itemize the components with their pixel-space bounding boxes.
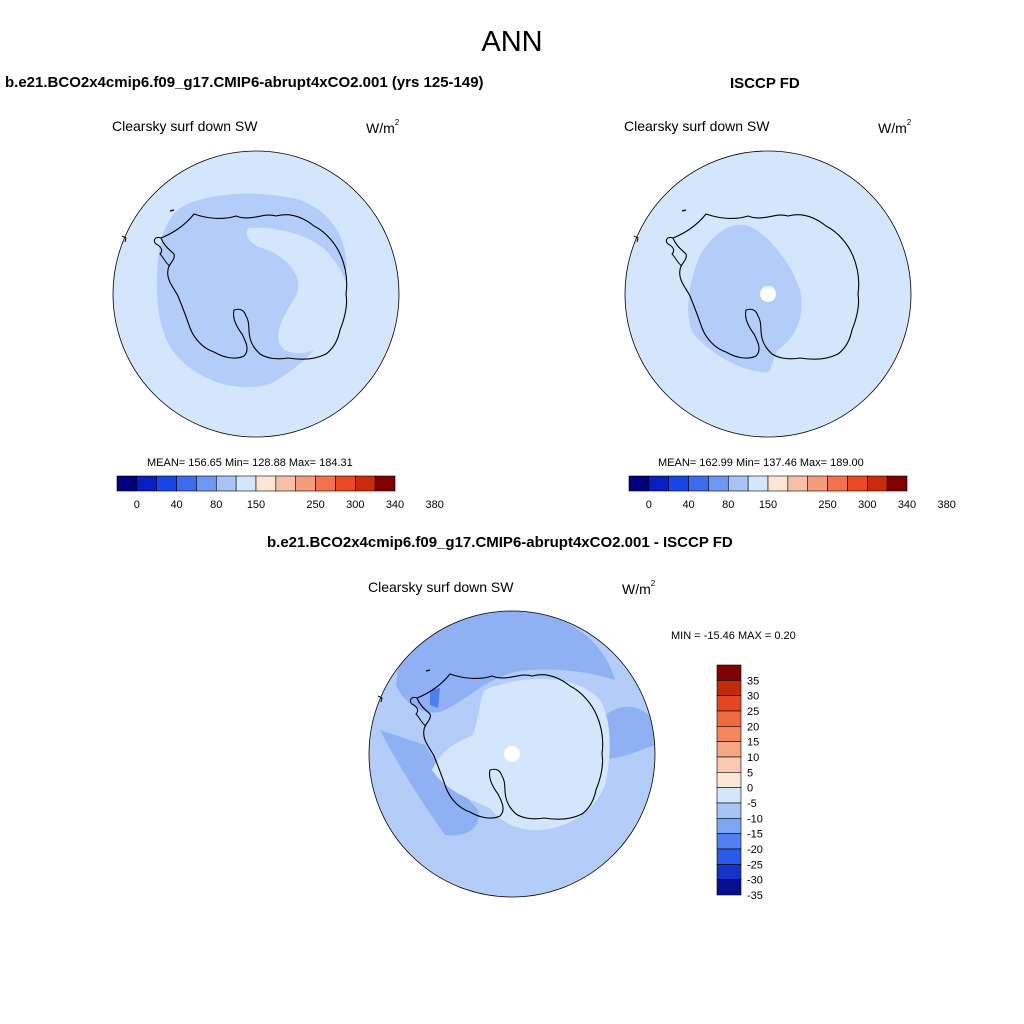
colorbar-1-tick-label: 0 [134, 499, 140, 511]
colorbar-1-swatch [255, 475, 277, 492]
panel-2-title: ISCCP FD [730, 75, 800, 92]
colorbar-2-tick-label: 0 [646, 499, 652, 511]
colorbar-3-swatch [716, 848, 742, 865]
colorbar-2-swatch [648, 475, 670, 492]
colorbar-1-tick-label: 40 [170, 499, 182, 511]
colorbar-3-tick-label: -20 [747, 844, 763, 856]
colorbar-3-tick-label: 5 [747, 767, 753, 779]
colorbar-2-swatch [688, 475, 709, 492]
colorbar-1-tick-label: 300 [346, 499, 364, 511]
colorbar-1-swatch [275, 475, 297, 492]
colorbar-2-swatch [787, 475, 809, 492]
colorbar-2-swatch [866, 475, 888, 492]
colorbar-3-tick-label: -10 [747, 813, 763, 825]
colorbar-3-swatch [716, 741, 742, 758]
colorbar-3-tick-label: 0 [747, 783, 753, 795]
colorbar-3-tick-label: 15 [747, 737, 759, 749]
panel-2-map [624, 150, 912, 438]
colorbar-3-swatch [716, 772, 742, 788]
colorbar-3-swatch [716, 787, 742, 804]
colorbar-1-tick-label: 380 [426, 499, 444, 511]
colorbar-3-tick-label: 30 [747, 691, 759, 703]
colorbar-3-swatch [716, 680, 742, 696]
panel-3-variable-label: Clearsky surf down SW [368, 579, 514, 595]
panel-2-units: W/m2 [878, 118, 912, 136]
colorbar-3-swatch [716, 833, 742, 850]
colorbar-3-tick-label: -15 [747, 829, 763, 841]
colorbar-1-swatch [335, 475, 356, 492]
colorbar-2-tick-label: 80 [722, 499, 734, 511]
colorbar-1-swatch [116, 475, 138, 492]
colorbar-2-swatch [628, 475, 650, 492]
panel-3-stats: MIN = -15.46 MAX = 0.20 [671, 630, 796, 642]
colorbar-2-swatch [727, 475, 749, 492]
panel-1-stats: MEAN= 156.65 Min= 128.88 Max= 184.31 [147, 457, 353, 469]
colorbar-1-swatch [196, 475, 217, 492]
colorbar-3-tick-label: 35 [747, 675, 759, 687]
colorbar-1-tick-label: 340 [386, 499, 404, 511]
colorbar-2-tick-label: 300 [858, 499, 876, 511]
colorbar-3-swatch [716, 802, 742, 819]
colorbar-1-tick-label: 150 [247, 499, 265, 511]
colorbar-3-swatch [716, 864, 742, 880]
panel-1-units: W/m2 [366, 118, 400, 136]
colorbar-3-tick-label: -5 [747, 798, 757, 810]
colorbar-1-swatch [295, 475, 316, 492]
colorbar-2-swatch [747, 475, 769, 492]
colorbar-2-swatch [807, 475, 828, 492]
colorbar-2-swatch [847, 475, 868, 492]
panel-2-colorbar: 0 40 80 150 250 300 340 380 [628, 475, 956, 511]
colorbar-2-swatch [767, 475, 789, 492]
colorbar-2-tick-label: 250 [818, 499, 836, 511]
colorbar-2-swatch [886, 475, 908, 492]
panel-1-colorbar: 0 40 80 150 250 300 340 380 [116, 475, 444, 511]
colorbar-3-tick-label: -25 [747, 859, 763, 871]
colorbar-2-tick-label: 40 [682, 499, 694, 511]
colorbar-3-tick-label: -35 [747, 890, 763, 902]
panel-3-title: b.e21.BCO2x4cmip6.f09_g17.CMIP6-abrupt4x… [267, 534, 733, 551]
panel-1-title: b.e21.BCO2x4cmip6.f09_g17.CMIP6-abrupt4x… [5, 74, 484, 91]
panel-3-map [368, 610, 656, 898]
colorbar-3-swatch [716, 664, 742, 681]
panel-2-stats: MEAN= 162.99 Min= 137.46 Max= 189.00 [658, 457, 864, 469]
colorbar-1-tick-label: 80 [210, 499, 222, 511]
colorbar-2-swatch [708, 475, 729, 492]
panel-1-map [112, 150, 400, 438]
panel-1-variable-label: Clearsky surf down SW [112, 118, 258, 134]
colorbar-2-swatch [668, 475, 689, 492]
colorbar-2-tick-label: 150 [759, 499, 777, 511]
colorbar-1-swatch [354, 475, 376, 492]
colorbar-3-swatch [716, 710, 742, 727]
colorbar-3-swatch [716, 695, 742, 712]
colorbar-3-swatch [716, 879, 742, 896]
colorbar-1-swatch [156, 475, 177, 492]
colorbar-1-swatch [374, 475, 396, 492]
colorbar-3-tick-label: 25 [747, 706, 759, 718]
colorbar-2-swatch [827, 475, 848, 492]
colorbar-3-tick-label: 20 [747, 721, 759, 733]
colorbar-1-tick-label: 250 [306, 499, 324, 511]
colorbar-3-swatch [716, 818, 742, 834]
colorbar-3-tick-label: 10 [747, 752, 759, 764]
colorbar-3-swatch [716, 726, 742, 742]
colorbar-1-swatch [315, 475, 336, 492]
panel-3-colorbar: 35 30 25 20 15 10 5 0 -5 -10 -15 -20 -25 -30 -35 [716, 664, 763, 902]
colorbar-2-tick-label: 340 [898, 499, 916, 511]
figure-title: ANN [481, 26, 543, 58]
colorbar-3-tick-label: -30 [747, 875, 763, 887]
colorbar-1-swatch [136, 475, 158, 492]
colorbar-1-swatch [235, 475, 257, 492]
colorbar-1-swatch [176, 475, 197, 492]
colorbar-3-swatch [716, 756, 742, 773]
colorbar-1-swatch [215, 475, 237, 492]
colorbar-2-tick-label: 380 [938, 499, 956, 511]
panel-2-variable-label: Clearsky surf down SW [624, 118, 770, 134]
panel-3-units: W/m2 [622, 579, 656, 597]
